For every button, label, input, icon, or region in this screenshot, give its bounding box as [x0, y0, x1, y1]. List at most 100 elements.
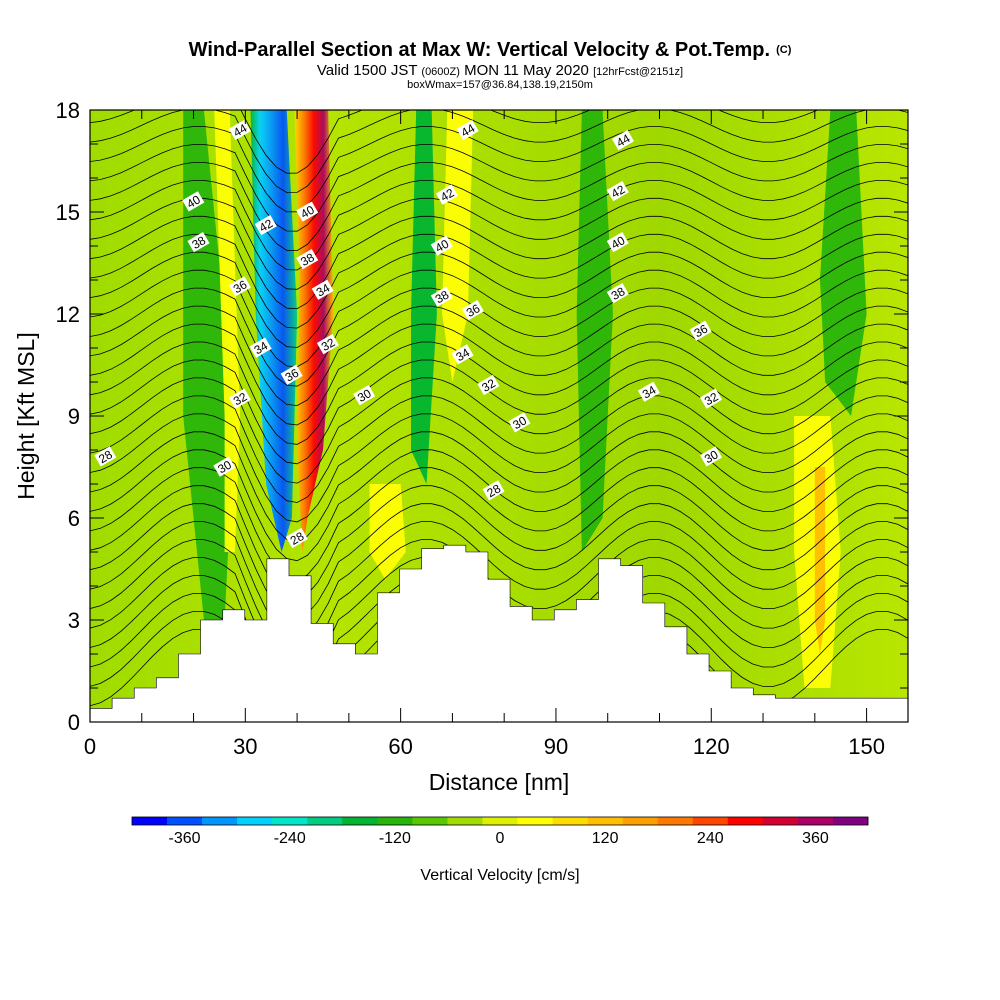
- contour-label-text: 38: [189, 233, 208, 252]
- downdraft-band-mid1: [410, 110, 437, 484]
- contour-label-text: 32: [319, 335, 338, 354]
- contour-label-text: 28: [485, 481, 504, 500]
- contour-label: 40: [182, 191, 205, 212]
- x-tick-label: 150: [848, 734, 885, 759]
- colorbar-swatch: [517, 817, 553, 825]
- colorbar-swatch: [482, 817, 518, 825]
- isentrope-line: [90, 110, 819, 174]
- contour-label: 32: [316, 334, 339, 355]
- isentrope-line: [90, 521, 908, 639]
- contour-label-text: 30: [510, 413, 529, 432]
- chart-subtitle-box: boxWmax=157@36.84,138.19,2150m: [407, 79, 593, 91]
- contour-label-text: 44: [231, 121, 250, 140]
- isentrope-line: [90, 395, 908, 503]
- contour-label-text: 28: [96, 447, 115, 466]
- isentrope-line: [90, 215, 908, 310]
- plot-area: 44 40 38 36 32 30 28 42 34 40 38 34 32 36 28 30 44 42 40 38…: [90, 110, 908, 722]
- x-tick-label: 60: [388, 734, 412, 759]
- isentrope-line: [90, 110, 908, 193]
- colorbar-swatch: [552, 817, 588, 825]
- contour-label: 30: [508, 412, 531, 433]
- isentrope-line: [90, 431, 908, 542]
- isentrope-line: [90, 233, 908, 329]
- y-tick-label: 18: [56, 98, 80, 123]
- contour-label: 36: [280, 364, 303, 385]
- contour-label-text: 44: [459, 121, 478, 140]
- colorbar-tick-label: -120: [379, 830, 411, 847]
- contour-label-text: 34: [453, 345, 472, 364]
- x-tick-label: 120: [693, 734, 730, 759]
- y-tick-label: 15: [56, 200, 80, 225]
- contour-label: 42: [606, 181, 629, 202]
- colorbar-tick-label: 0: [496, 830, 505, 847]
- copyright-mark: (C): [776, 44, 792, 56]
- isentrope-line: [90, 144, 908, 232]
- contour-label-text: 42: [438, 185, 457, 204]
- contour-label: 28: [482, 480, 505, 501]
- y-tick-label: 12: [56, 302, 80, 327]
- colorbar-swatch: [167, 817, 203, 825]
- colorbar-tick-label: 120: [592, 830, 619, 847]
- chart-title: Wind-Parallel Section at Max W: Vertical…: [189, 39, 792, 61]
- yellow-band-west: [214, 110, 241, 552]
- contour-label: 30: [213, 456, 236, 477]
- contour-label: 38: [187, 232, 210, 253]
- isentrope-line: [90, 485, 908, 600]
- contour-label-text: 40: [184, 192, 203, 211]
- x-axis-ticks: 0 30 60 90 120 150: [84, 110, 885, 759]
- isentrope-line: [90, 467, 908, 581]
- colorbar-ticks: -360 -240 -120 0 120 240 360: [169, 830, 829, 847]
- yellow-patch-mid: [369, 484, 406, 580]
- contour-label-text: 40: [298, 202, 317, 221]
- y-tick-label: 9: [68, 404, 80, 429]
- isentrope-line: [90, 341, 908, 445]
- isentrope-line: [90, 359, 908, 465]
- colorbar-swatch: [727, 817, 764, 825]
- contour-label: 36: [461, 300, 484, 321]
- chart-subtitle: Valid 1500 JST (0600Z) MON 11 May 2020 […: [317, 62, 683, 79]
- contour-label: 32: [699, 388, 723, 409]
- contour-label: 44: [228, 119, 251, 141]
- isentrope-lines: [90, 110, 908, 722]
- contour-label: 42: [254, 215, 277, 236]
- contour-label: 36: [689, 320, 712, 341]
- contour-label: 28: [94, 446, 117, 467]
- contour-label-text: 32: [479, 376, 498, 395]
- x-tick-label: 0: [84, 734, 96, 759]
- colorbar-swatch: [447, 817, 483, 825]
- contour-label-text: 42: [609, 182, 628, 201]
- contour-label-text: 30: [215, 457, 234, 476]
- contour-label-text: 38: [298, 250, 317, 269]
- isentrope-line: [90, 251, 908, 348]
- isentrope-line: [90, 377, 908, 484]
- contour-label-text: 38: [609, 284, 628, 303]
- colorbar-swatch: [342, 817, 378, 825]
- contour-label-text: 32: [231, 389, 250, 408]
- contour-label: 34: [311, 279, 334, 300]
- contour-label-text: 28: [288, 529, 307, 548]
- contour-label-text: 38: [433, 287, 452, 306]
- colorbar-swatch: [832, 817, 869, 825]
- colorbar-swatch: [622, 817, 659, 825]
- contour-label: 38: [430, 286, 453, 307]
- colorbar-swatch: [797, 817, 834, 825]
- isentrope-line: [90, 197, 908, 290]
- isentrope-line: [90, 180, 908, 271]
- contour-label-text: 36: [464, 301, 483, 320]
- contour-label: 30: [353, 385, 376, 406]
- contour-label-text: 34: [252, 338, 271, 357]
- colorbar-swatch: [762, 817, 799, 825]
- contour-label: 40: [296, 201, 319, 222]
- isentrope-line: [90, 323, 908, 426]
- isentrope-line: [90, 287, 908, 387]
- contour-label: 32: [477, 374, 500, 396]
- colorbar-tick-label: -240: [274, 830, 306, 847]
- contour-labels: 44 40 38 36 32 30 28 42 34 40 38 34 32 36 28 30 44 42 40 38…: [94, 119, 723, 549]
- contour-label: 28: [285, 527, 308, 549]
- contour-label-text: 36: [283, 366, 302, 385]
- colorbar-swatch: [272, 817, 308, 825]
- colorbar-swatch: [237, 817, 273, 825]
- contour-label-text: 42: [257, 216, 276, 235]
- colorbar-swatch: [657, 817, 694, 825]
